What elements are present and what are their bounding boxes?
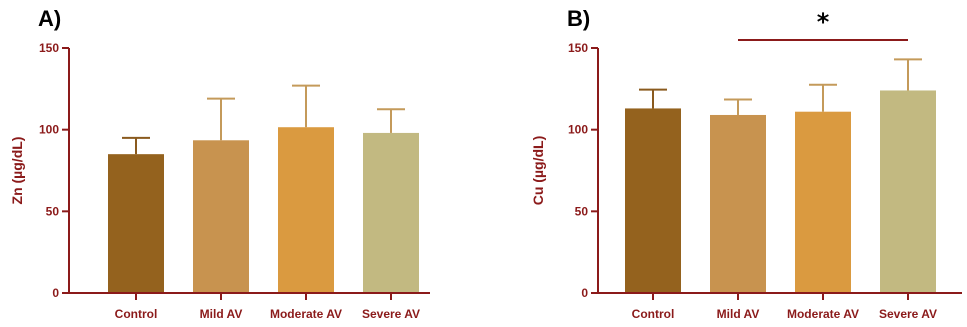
significance-mark: * [817, 8, 830, 36]
bar-control [108, 154, 164, 293]
x-tick-label: Moderate AV [787, 307, 859, 321]
bar-moderate-av [795, 111, 851, 293]
chart-panel-2: B) 0 50 100 150 Control Mild AV Moderate AV Seve… [530, 6, 962, 321]
y-axis-title: Cu (µg/dL) [530, 136, 546, 206]
y-tick-label: 150 [568, 41, 588, 55]
y-tick-label: 50 [575, 204, 589, 218]
x-tick-label: Moderate AV [270, 307, 342, 321]
panel-label: A) [38, 6, 61, 31]
y-tick-label: 50 [46, 204, 60, 218]
chart-panel-1: A) 0 50 100 150 Control Mild AV Moderate AV Seve… [9, 6, 430, 321]
bar-control [625, 108, 681, 293]
x-tick-label: Severe AV [879, 307, 937, 321]
bar-moderate-av [278, 127, 334, 293]
panel-label: B) [567, 6, 590, 31]
y-tick-label: 150 [39, 41, 59, 55]
y-tick-label: 0 [52, 286, 59, 300]
bar-severe-av [880, 90, 936, 293]
y-tick-label: 100 [568, 123, 588, 137]
x-tick-label: Mild AV [717, 307, 760, 321]
x-tick-label: Mild AV [200, 307, 243, 321]
y-axis-title: Zn (µg/dL) [9, 137, 25, 205]
bar-mild-av [193, 140, 249, 293]
x-tick-label: Severe AV [362, 307, 420, 321]
bar-severe-av [363, 132, 419, 293]
x-tick-label: Control [115, 307, 158, 321]
bar-mild-av [710, 114, 766, 293]
y-tick-label: 0 [581, 286, 588, 300]
x-tick-label: Control [632, 307, 675, 321]
y-tick-label: 100 [39, 123, 59, 137]
